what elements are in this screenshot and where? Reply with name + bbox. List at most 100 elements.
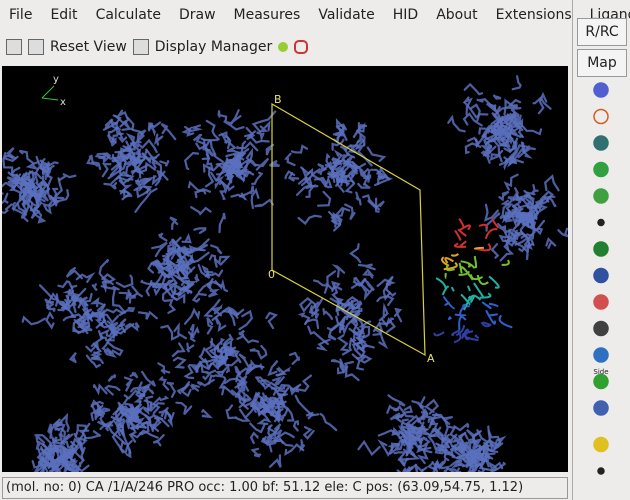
density-trace — [431, 413, 449, 437]
menu-item[interactable]: Measures — [233, 7, 301, 23]
density-trace — [5, 147, 17, 160]
density-trace — [204, 166, 215, 188]
density-trace — [98, 411, 107, 428]
density-trace — [312, 279, 329, 294]
tool-icon[interactable] — [593, 294, 609, 310]
density-trace — [462, 112, 483, 127]
tool-icon[interactable] — [593, 161, 609, 178]
tool-icon[interactable] — [593, 267, 609, 284]
density-trace — [523, 236, 535, 246]
tool-icon[interactable] — [593, 436, 609, 453]
density-trace — [357, 143, 373, 167]
density-trace — [112, 419, 126, 438]
density-trace — [70, 437, 83, 456]
rrc-button[interactable]: R/RC — [577, 18, 627, 46]
density-trace — [449, 459, 466, 467]
graphics-view[interactable]: y x B 0 A — [2, 66, 568, 472]
measure-icon[interactable] — [294, 40, 309, 54]
map-button[interactable]: Map — [577, 49, 627, 77]
density-trace — [457, 432, 469, 445]
density-trace — [419, 396, 428, 415]
density-trace — [36, 448, 50, 468]
density-trace — [202, 138, 211, 152]
menu-item[interactable]: HID — [392, 7, 419, 23]
density-trace — [274, 429, 283, 439]
density-trace — [169, 238, 181, 260]
menu-item[interactable]: Extensions — [495, 7, 572, 23]
density-trace — [38, 284, 59, 302]
tool-icon[interactable] — [593, 108, 609, 125]
density-trace — [33, 206, 47, 224]
density-trace — [447, 425, 462, 441]
density-trace — [374, 328, 389, 350]
density-trace — [539, 190, 554, 205]
density-trace — [207, 285, 221, 298]
menu-item[interactable]: Validate — [318, 7, 375, 23]
ribbon-segment — [458, 270, 471, 276]
reset-view-button[interactable]: Reset View — [50, 39, 127, 55]
density-trace — [11, 207, 28, 219]
density-trace — [221, 363, 230, 374]
ribbon-segment — [444, 301, 451, 306]
tool-icon[interactable] — [593, 373, 609, 390]
density-trace — [8, 181, 30, 188]
tool-icon[interactable] — [597, 218, 605, 227]
ribbon-segment — [454, 313, 467, 317]
density-trace — [255, 377, 270, 387]
menu-item[interactable]: About — [436, 7, 478, 23]
menu-item[interactable]: Calculate — [95, 7, 161, 23]
menu-item[interactable]: File — [9, 7, 33, 23]
density-trace — [284, 170, 296, 180]
density-trace — [339, 360, 354, 374]
axis-y-label: y — [53, 74, 59, 85]
tool-icon[interactable] — [593, 320, 609, 337]
density-trace — [104, 118, 114, 130]
density-trace — [32, 194, 43, 213]
density-trace — [107, 126, 120, 137]
density-trace — [139, 177, 153, 186]
tool-icon[interactable] — [593, 188, 609, 204]
density-trace — [503, 173, 519, 191]
density-trace — [166, 381, 177, 398]
density-trace — [357, 263, 376, 271]
menu-item[interactable]: Draw — [178, 7, 216, 23]
menu-item[interactable]: Edit — [50, 7, 78, 23]
density-trace — [185, 342, 195, 353]
ribbon-segment — [458, 218, 465, 228]
tool-icon[interactable] — [593, 400, 609, 416]
density-trace — [215, 163, 228, 176]
density-trace — [418, 436, 424, 444]
ribbon-segment — [476, 243, 492, 252]
density-trace — [194, 274, 200, 284]
density-trace — [2, 192, 4, 195]
tool-icon[interactable] — [593, 135, 609, 151]
density-trace — [307, 325, 329, 345]
density-trace — [246, 362, 263, 375]
tool-icon[interactable] — [597, 467, 605, 475]
density-trace — [376, 278, 396, 287]
density-trace — [200, 137, 217, 156]
go-icon[interactable] — [278, 42, 289, 52]
density-trace — [464, 142, 482, 155]
density-trace — [183, 365, 195, 380]
density-trace — [59, 444, 67, 463]
density-trace — [402, 422, 415, 432]
density-trace — [85, 341, 100, 353]
ribbon-segment — [481, 301, 492, 310]
density-trace — [387, 442, 400, 449]
density-trace — [257, 344, 268, 360]
density-trace — [181, 232, 192, 244]
tool-icon[interactable] — [593, 347, 609, 363]
density-trace — [236, 164, 244, 177]
density-trace — [90, 303, 106, 318]
density-trace — [141, 370, 156, 387]
density-trace — [298, 296, 317, 313]
display-manager-button[interactable]: Display Manager — [154, 39, 273, 55]
density-trace — [114, 140, 132, 154]
density-trace — [78, 437, 88, 455]
tool-icon[interactable] — [593, 241, 609, 257]
tool-icon[interactable] — [593, 82, 609, 98]
open-icon[interactable] — [6, 39, 22, 55]
density-trace — [249, 348, 260, 353]
density-trace — [130, 429, 159, 439]
